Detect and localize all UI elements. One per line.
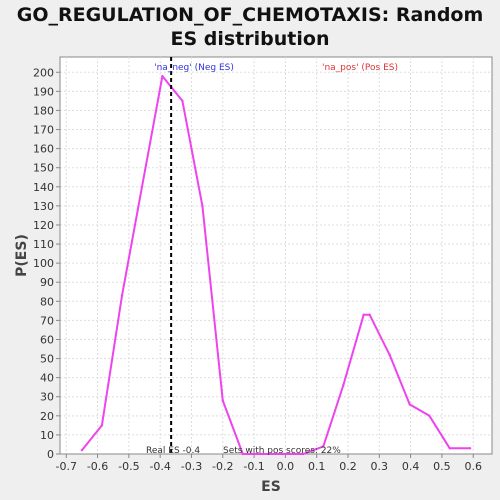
data-point [362,313,365,316]
annotations: 'na_neg' (Neg ES) 'na_pos' (Pos ES) Real E… [146,57,398,456]
x-axis-label: ES [261,479,281,495]
y-tick-label: 50 [40,353,54,366]
data-point [241,452,245,456]
data-point [120,294,124,297]
y-tick-label: 190 [33,85,54,98]
x-tick-label: -0.5 [118,460,139,473]
y-tick-label: 180 [33,104,54,117]
data-point [221,399,224,402]
data-point [80,448,84,452]
data-point [281,452,285,456]
y-tick-label: 100 [33,257,54,270]
y-tick-label: 160 [33,143,54,156]
y-tick-label: 10 [40,429,54,442]
x-tick-label: 0.4 [402,460,420,473]
data-point [468,447,472,450]
axes: 0 10 20 30 40 50 60 70 80 90 100 110 120 130 140 150 160… [14,57,492,495]
data-point [322,445,325,448]
y-tick-label: 60 [40,333,54,346]
x-tick-label: 0.3 [371,460,389,473]
y-tick-label: 130 [33,200,54,213]
data-point [161,74,164,78]
x-tick-label: -0.7 [56,460,77,473]
data-point [201,204,204,208]
y-tick-label: 0 [47,448,54,461]
y-tick-label: 30 [40,391,54,404]
chart-title-line-1: GO_REGULATION_OF_CHEMOTAXIS: Random [16,4,484,26]
data-point [448,447,451,450]
x-tick-label: -0.2 [212,460,233,473]
y-tick-label: 80 [40,295,54,308]
x-tick-label: -0.3 [181,460,202,473]
x-tick-label: 0.0 [277,460,295,473]
data-point [261,452,265,456]
y-tick-label: 70 [40,314,54,327]
x-tick-label: 0.5 [433,460,451,473]
y-tick-label: 150 [33,162,54,175]
plot-area [59,56,493,455]
data-point [100,424,104,427]
data-point [408,403,411,406]
chart-title: GO_REGULATION_OF_CHEMOTAXIS: Random ES d… [0,3,500,51]
y-tick-label: 120 [33,219,54,232]
data-point [140,185,144,188]
data-point [302,452,305,456]
pos-scores-label: Sets with pos scores: 22% [223,446,341,456]
y-tick-label: 90 [40,276,54,289]
x-tick-label: -0.6 [87,460,108,473]
x-tick-label: 0.2 [339,460,357,473]
y-tick-label: 110 [33,238,54,251]
x-tick-label: -0.4 [149,460,170,473]
y-axis-label: P(ES) [14,234,30,277]
data-point [342,384,345,387]
x-tick-label: 0.6 [464,460,482,473]
x-tick-label: -0.1 [243,460,264,473]
y-tick-label: 170 [33,124,54,137]
neg-es-label: 'na_neg' (Neg ES) [154,63,234,73]
series-layer [80,74,472,456]
data-point [428,414,431,418]
chart-title-line-2: ES distribution [170,28,330,50]
y-tick-label: 20 [40,410,54,423]
y-tick-label: 40 [40,372,54,385]
data-point [368,313,371,316]
x-tick-label: 0.1 [308,460,326,473]
y-tick-label: 140 [33,181,54,194]
y-tick-label: 200 [33,66,54,79]
pos-es-label: 'na_pos' (Pos ES) [322,63,398,73]
data-point [388,353,391,356]
data-point [181,99,184,103]
real-es-label: Real ES -0.4 [146,446,200,456]
